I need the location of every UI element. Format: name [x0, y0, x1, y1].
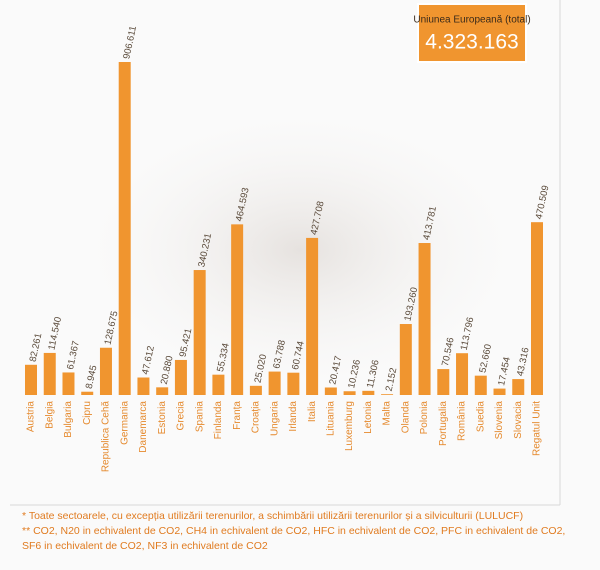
total-name: Uniunea Europeană (total) — [413, 15, 530, 26]
bar — [99, 347, 112, 395]
bar — [418, 243, 431, 395]
bar — [437, 369, 450, 395]
x-tick-label: Belgia — [44, 401, 55, 429]
x-tick-label: Estonia — [157, 401, 168, 435]
x-tick-label: Polonia — [419, 401, 430, 435]
bar — [362, 390, 375, 395]
footnote: ** CO2, N20 in echivalent de CO2, CH4 in… — [22, 525, 565, 537]
bar — [118, 62, 131, 395]
x-tick-label: Danemarca — [138, 401, 149, 453]
bar — [306, 237, 319, 395]
bar — [343, 391, 356, 395]
bar — [81, 391, 94, 395]
bar — [137, 377, 150, 395]
bar — [174, 359, 187, 395]
value-label: 8.945 — [84, 364, 100, 390]
value-label: 2.152 — [384, 367, 400, 393]
x-tick-label: Italia — [307, 401, 318, 423]
x-tick-label: Ungaria — [269, 401, 280, 436]
x-tick-label: Luxemburg — [344, 401, 355, 451]
total-box — [417, 3, 527, 63]
bar — [456, 353, 469, 395]
bar — [212, 374, 225, 395]
bar — [474, 375, 487, 395]
x-tick-label: Malta — [382, 401, 393, 426]
x-tick-label: România — [457, 401, 468, 441]
x-tick-label: Grecia — [176, 401, 187, 431]
bar — [512, 379, 525, 395]
x-tick-label: Slovacia — [513, 401, 524, 439]
x-tick-label: Portugalia — [438, 401, 449, 446]
x-tick-label: Croația — [251, 401, 262, 434]
x-tick-label: Slovenia — [494, 401, 505, 440]
x-tick-label: Cipru — [82, 401, 93, 425]
total-value: 4.323.163 — [425, 31, 518, 54]
footnote: SF6 in echivalent de CO2, NF3 in echival… — [22, 540, 268, 552]
x-tick-label: Olanda — [400, 401, 411, 434]
footnote: * Toate sectoarele, cu excepția utilizăr… — [22, 510, 523, 522]
bar — [493, 388, 506, 395]
bar — [231, 224, 244, 395]
bar — [25, 364, 37, 395]
bar — [324, 387, 337, 395]
bar — [531, 222, 543, 395]
bar — [249, 385, 262, 395]
bar — [287, 372, 300, 395]
x-tick-label: Spania — [194, 401, 205, 433]
x-tick-label: Irlanda — [288, 401, 299, 432]
x-tick-label: Austria — [26, 401, 37, 433]
bar — [268, 371, 281, 395]
bar — [193, 270, 206, 395]
x-tick-label: Germania — [119, 401, 130, 445]
x-tick-label: Franța — [232, 401, 243, 430]
x-tick-label: Bulgaria — [63, 401, 74, 438]
bar — [156, 387, 169, 395]
bar — [381, 394, 394, 395]
x-tick-label: Republica Cehă — [101, 401, 112, 473]
x-tick-label: Letonia — [363, 401, 374, 434]
cloud — [80, 110, 520, 390]
x-tick-label: Regatul Unit — [532, 401, 543, 456]
bar — [62, 372, 75, 395]
x-tick-label: Suedia — [475, 401, 486, 433]
x-tick-label: Finlanda — [213, 401, 224, 440]
x-tick-label: Lituania — [325, 401, 336, 436]
bar — [399, 324, 412, 395]
bar — [43, 352, 56, 395]
